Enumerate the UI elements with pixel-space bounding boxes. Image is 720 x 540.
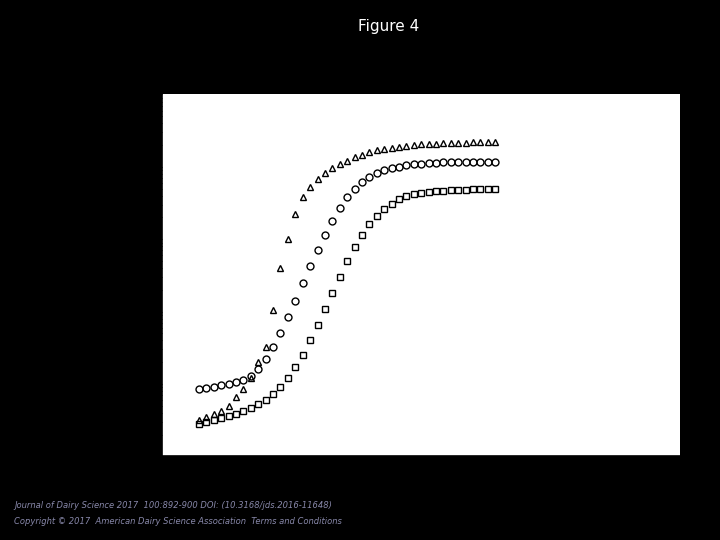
Text: Journal of Dairy Science 2017  100:892-900 DOI: (10.3168/jds.2016-11648): Journal of Dairy Science 2017 100:892-90… <box>14 501 332 510</box>
Y-axis label: G’ (Pa): G’ (Pa) <box>84 244 102 307</box>
Text: Copyright © 2017  American Dairy Science Association  Terms and Conditions: Copyright © 2017 American Dairy Science … <box>14 517 342 526</box>
Text: Figure 4: Figure 4 <box>358 19 420 34</box>
X-axis label: Time from rennet addition (min): Time from rennet addition (min) <box>270 487 572 504</box>
